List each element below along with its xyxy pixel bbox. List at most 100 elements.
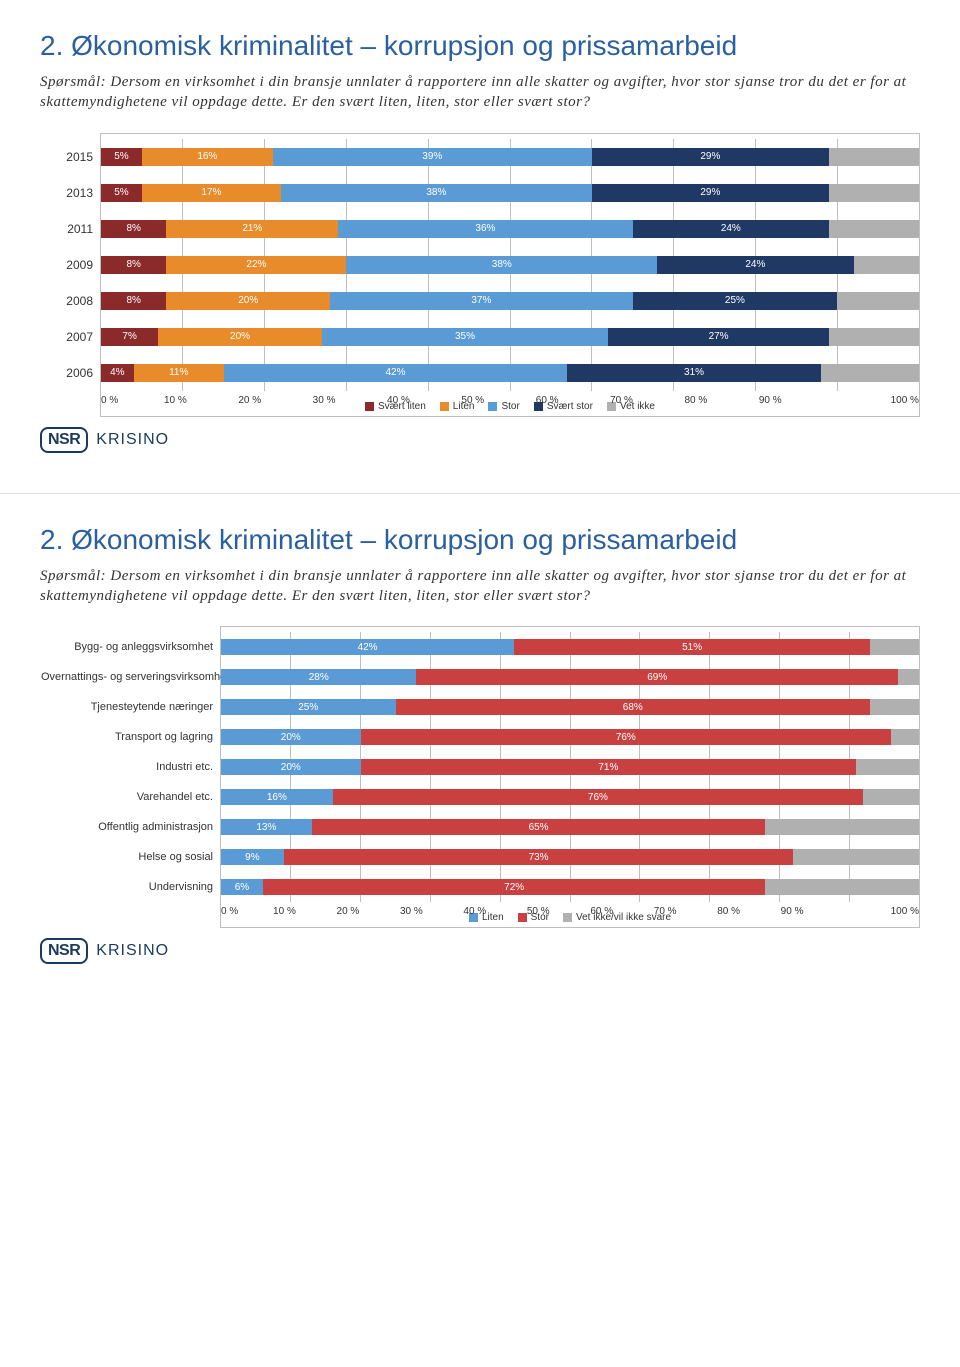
bar-segment: 39% (273, 148, 592, 166)
chart2-legend: LitenStorVet ikke/vil ikke svare (221, 912, 919, 927)
legend-swatch (488, 402, 497, 411)
bar-segment: 42% (224, 364, 568, 382)
bar-segment: 38% (281, 184, 592, 202)
bar-segment (821, 364, 919, 382)
bar-segment: 73% (284, 849, 794, 865)
bar-segment: 8% (101, 220, 166, 238)
slide1-chart: 20155%16%39%29%20135%17%38%29%20118%21%3… (100, 133, 920, 417)
bar-segment (863, 789, 919, 805)
row-label: Bygg- og anleggsvirksomhet (41, 641, 221, 653)
row-label: Tjenesteytende næringer (41, 701, 221, 713)
legend-swatch (563, 913, 572, 922)
bar-segment: 16% (221, 789, 333, 805)
chart2-body: Bygg- og anleggsvirksomhet42%51%Overnatt… (221, 632, 919, 902)
row-label: Helse og sosial (41, 851, 221, 863)
bar-track: 5%17%38%29% (101, 184, 919, 202)
bar-segment: 13% (221, 819, 312, 835)
bar-segment (829, 148, 919, 166)
bar-segment: 20% (221, 759, 361, 775)
nsr-logo-2: NSR KRISINO (40, 938, 920, 964)
bar-segment (793, 849, 919, 865)
row-label: Overnattings- og serveringsvirksomhet (41, 671, 221, 683)
slide2-chart: Bygg- og anleggsvirksomhet42%51%Overnatt… (220, 626, 920, 928)
bar-segment (837, 292, 919, 310)
bar-segment: 51% (514, 639, 870, 655)
logo-badge-2: NSR (40, 938, 88, 964)
bar-track: 13%65% (221, 819, 919, 835)
row-label: 2013 (41, 186, 101, 200)
chart1-body: 20155%16%39%29%20135%17%38%29%20118%21%3… (101, 139, 919, 391)
bar-segment: 4% (101, 364, 134, 382)
bar-segment: 9% (221, 849, 284, 865)
bar-segment: 72% (263, 879, 766, 895)
bar-segment: 25% (633, 292, 838, 310)
logo-badge: NSR (40, 427, 88, 453)
chart-row: 20064%11%42%31% (101, 355, 919, 391)
slide1-question: Spørsmål: Dersom en virksomhet i din bra… (40, 72, 920, 113)
bar-segment (898, 669, 919, 685)
bar-segment: 8% (101, 256, 166, 274)
bar-segment (854, 256, 919, 274)
bar-segment: 69% (416, 669, 898, 685)
bar-segment: 21% (166, 220, 338, 238)
chart-row: Undervisning6%72% (221, 872, 919, 902)
bar-segment: 16% (142, 148, 273, 166)
bar-segment: 24% (657, 256, 853, 274)
bar-segment: 20% (166, 292, 330, 310)
bar-track: 8%20%37%25% (101, 292, 919, 310)
bar-segment: 11% (134, 364, 224, 382)
bar-segment: 27% (608, 328, 829, 346)
row-label: 2008 (41, 294, 101, 308)
bar-track: 25%68% (221, 699, 919, 715)
chart-row: 20077%20%35%27% (101, 319, 919, 355)
chart-row: 20088%20%37%25% (101, 283, 919, 319)
bar-segment: 20% (221, 729, 361, 745)
bar-segment: 65% (312, 819, 766, 835)
row-label: 2015 (41, 150, 101, 164)
row-label: Offentlig administrasjon (41, 821, 221, 833)
row-label: 2009 (41, 258, 101, 272)
bar-track: 4%11%42%31% (101, 364, 919, 382)
chart-row: Tjenesteytende næringer25%68% (221, 692, 919, 722)
bar-track: 8%21%36%24% (101, 220, 919, 238)
chart-row: 20098%22%38%24% (101, 247, 919, 283)
legend-label: Stor (501, 401, 519, 412)
row-label: Varehandel etc. (41, 791, 221, 803)
logo-text-2: KRISINO (96, 942, 169, 960)
chart-row: Industri etc.20%71% (221, 752, 919, 782)
legend-swatch (440, 402, 449, 411)
bar-segment (829, 184, 919, 202)
bar-segment: 38% (346, 256, 657, 274)
bar-segment (870, 699, 919, 715)
bar-segment: 17% (142, 184, 281, 202)
bar-segment: 5% (101, 148, 142, 166)
bar-segment (829, 220, 919, 238)
chart-row: 20135%17%38%29% (101, 175, 919, 211)
bar-segment (891, 729, 919, 745)
chart-row: Transport og lagring20%76% (221, 722, 919, 752)
bar-segment: 76% (361, 729, 891, 745)
nsr-logo: NSR KRISINO (40, 427, 920, 453)
bar-track: 5%16%39%29% (101, 148, 919, 166)
bar-segment: 25% (221, 699, 396, 715)
bar-track: 6%72% (221, 879, 919, 895)
row-label: Industri etc. (41, 761, 221, 773)
bar-segment (829, 328, 919, 346)
slide-1: 2. Økonomisk kriminalitet – korrupsjon o… (0, 0, 960, 473)
bar-segment: 36% (338, 220, 632, 238)
row-label: 2011 (41, 222, 101, 236)
bar-segment: 29% (592, 184, 829, 202)
bar-track: 20%76% (221, 729, 919, 745)
bar-segment: 71% (361, 759, 857, 775)
bar-track: 8%22%38%24% (101, 256, 919, 274)
row-label: Undervisning (41, 881, 221, 893)
row-label: 2006 (41, 366, 101, 380)
bar-segment: 7% (101, 328, 158, 346)
bar-segment (856, 759, 919, 775)
bar-segment: 37% (330, 292, 633, 310)
bar-segment: 28% (221, 669, 416, 685)
chart-row: Offentlig administrasjon13%65% (221, 812, 919, 842)
bar-track: 9%73% (221, 849, 919, 865)
chart-row: 20155%16%39%29% (101, 139, 919, 175)
bar-segment (870, 639, 919, 655)
